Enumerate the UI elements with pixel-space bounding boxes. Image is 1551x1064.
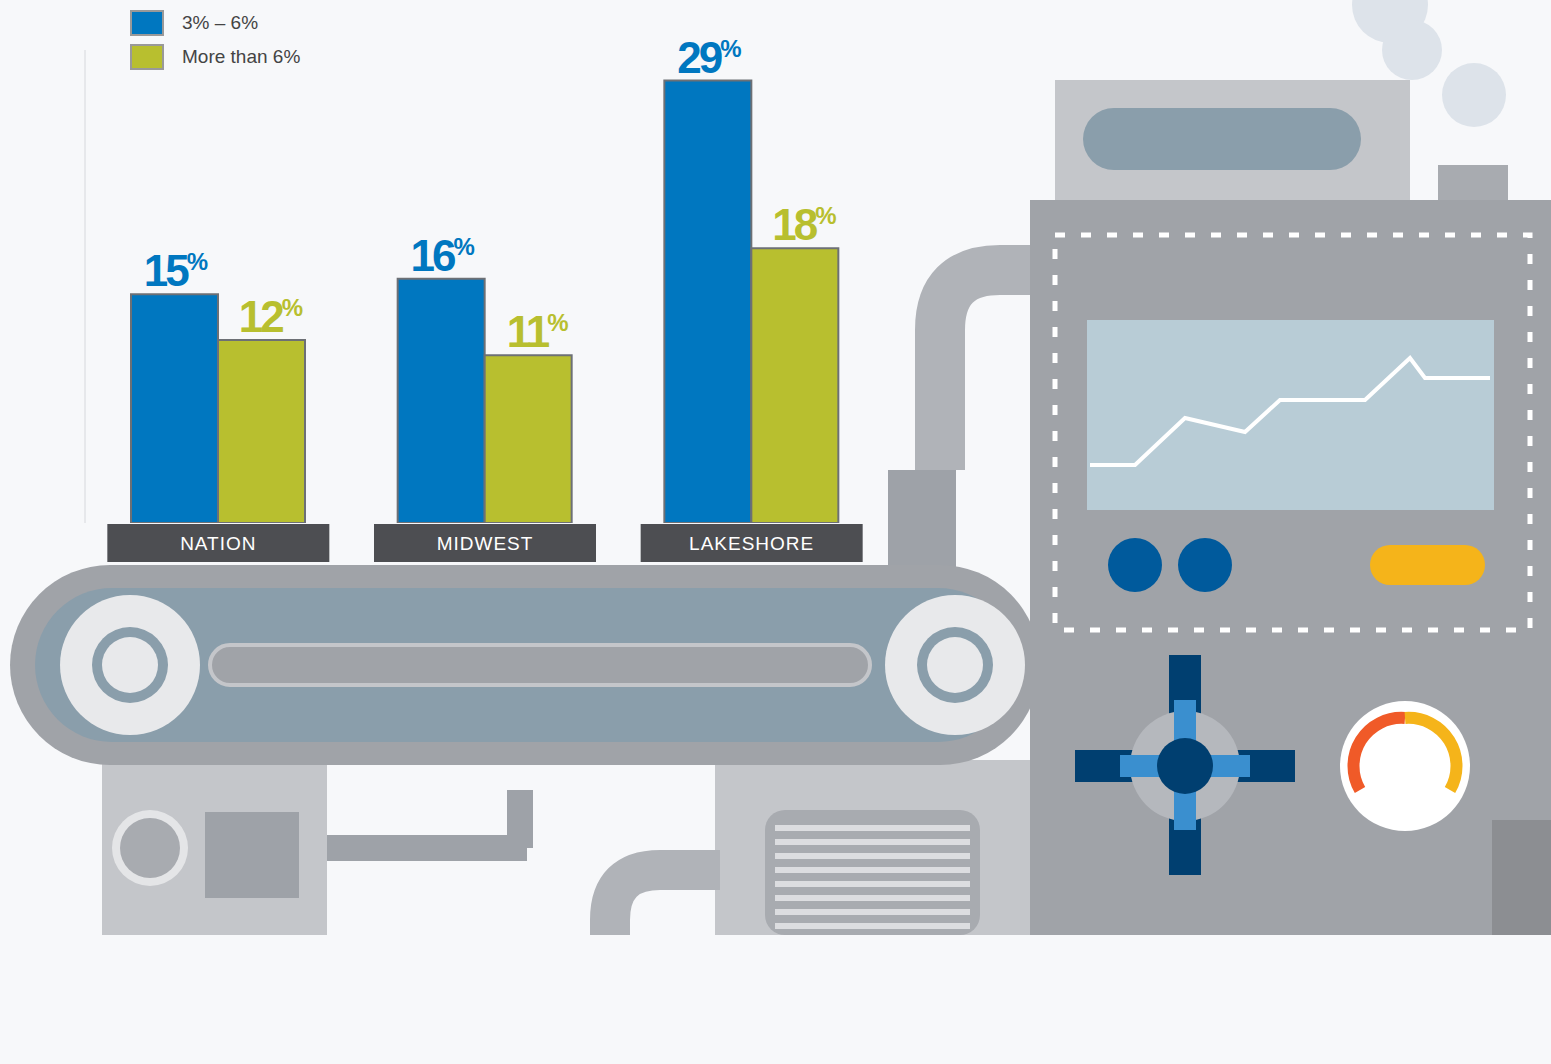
svg-text:16%: 16%: [411, 231, 475, 280]
html-text:3% – 6%: 3% – 6%: [182, 12, 258, 33]
svg-text:MIDWEST: MIDWEST: [437, 533, 534, 554]
svg-text:12%: 12%: [239, 292, 303, 341]
svg-text:18%: 18%: [772, 200, 836, 249]
svg-text:29%: 29%: [677, 33, 741, 82]
svg-text:NATION: NATION: [180, 533, 256, 554]
svg-text:11%: 11%: [507, 307, 569, 356]
svg-text:LAKESHORE: LAKESHORE: [689, 533, 814, 554]
html-text:More than 6%: More than 6%: [182, 46, 301, 67]
svg-text:15%: 15%: [144, 246, 208, 295]
